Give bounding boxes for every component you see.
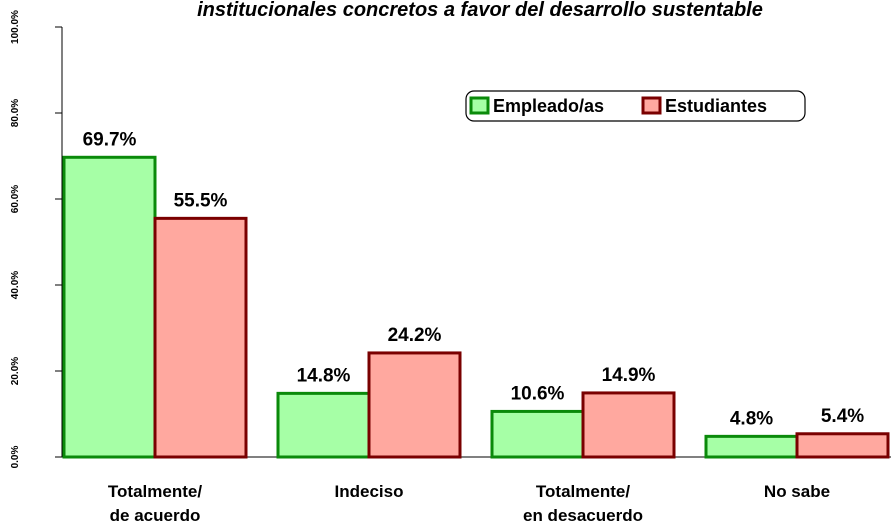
legend-swatch (641, 96, 662, 115)
y-tick-label: 40.0% (10, 271, 21, 299)
bar (704, 434, 799, 459)
legend-swatch (469, 96, 490, 115)
bar (153, 216, 248, 459)
x-tick-label: de acuerdo (110, 506, 201, 525)
bar (276, 391, 371, 459)
bar (581, 391, 676, 459)
value-label: 4.8% (730, 408, 773, 429)
value-label: 14.8% (297, 365, 351, 386)
value-label: 10.6% (511, 383, 565, 404)
bar (367, 351, 462, 459)
y-tick-label: 60.0% (10, 185, 21, 213)
value-label: 14.9% (602, 365, 656, 386)
value-label: 5.4% (821, 406, 864, 427)
value-label: 55.5% (174, 190, 228, 211)
legend-label: Estudiantes (665, 96, 767, 116)
bar (62, 155, 157, 459)
x-tick-label: Totalmente/ (536, 482, 630, 501)
legend-label: Empleado/as (493, 96, 604, 116)
legend-box (465, 90, 806, 122)
bar (795, 432, 890, 459)
y-tick-label: 0.0% (10, 445, 21, 468)
chart-title: institucionales concretos a favor del de… (197, 0, 763, 21)
y-tick-label: 100.0% (10, 10, 21, 44)
bar (490, 409, 585, 459)
x-tick-label: No sabe (764, 482, 830, 501)
value-label: 69.7% (83, 129, 137, 150)
y-tick-label: 80.0% (10, 99, 21, 127)
y-tick-label: 20.0% (10, 357, 21, 385)
x-tick-label: Indeciso (335, 482, 404, 501)
x-tick-label: Totalmente/ (108, 482, 202, 501)
value-label: 24.2% (388, 325, 442, 346)
x-tick-label: en desacuerdo (523, 506, 643, 525)
